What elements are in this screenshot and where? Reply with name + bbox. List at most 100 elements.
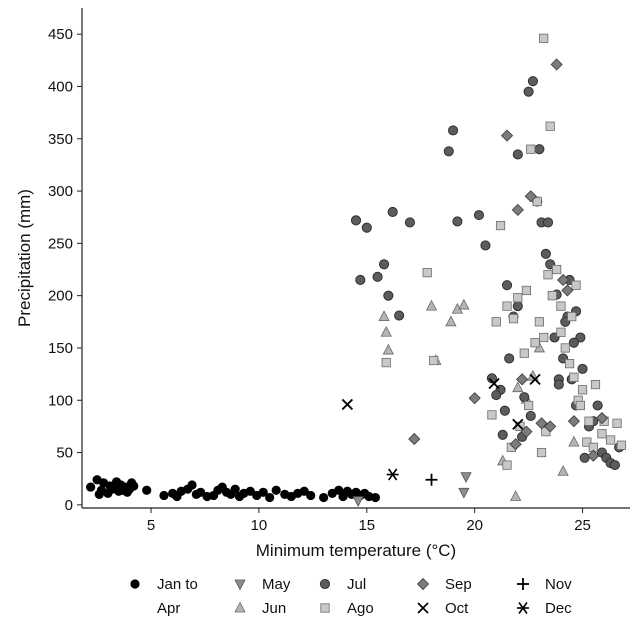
point-jul bbox=[512, 149, 523, 160]
point-ago bbox=[597, 429, 607, 439]
y-tick-label: 250 bbox=[48, 235, 73, 252]
legend-label: Oct bbox=[445, 600, 469, 617]
point-ago bbox=[523, 400, 534, 411]
legend-item: Nov bbox=[517, 576, 572, 593]
point-ago bbox=[519, 348, 529, 358]
point-jul bbox=[361, 222, 372, 233]
point-jan-to-apr bbox=[86, 482, 96, 492]
point-ago bbox=[495, 220, 506, 231]
x-tick-label: 5 bbox=[147, 517, 155, 534]
legend-label: Ago bbox=[347, 600, 374, 617]
legend-marker bbox=[517, 578, 529, 590]
point-jan-to-apr bbox=[306, 490, 316, 501]
y-tick-label: 150 bbox=[48, 340, 73, 357]
point-jul bbox=[473, 210, 485, 221]
series-oct bbox=[341, 373, 541, 430]
point-ago bbox=[605, 435, 616, 445]
legend-marker bbox=[319, 578, 331, 590]
point-ago bbox=[521, 285, 532, 296]
legend-marker bbox=[234, 579, 246, 591]
point-ago bbox=[545, 121, 555, 131]
point-nov bbox=[425, 473, 438, 486]
point-ago bbox=[530, 338, 540, 348]
point-jun bbox=[382, 343, 395, 355]
point-ago bbox=[590, 379, 601, 390]
point-jun bbox=[509, 490, 522, 501]
point-jan-to-apr bbox=[258, 487, 268, 497]
axes: 0 50 100 150 200 250 300 350 400 450 5 10 15 20 25 bbox=[48, 8, 630, 534]
series-nov bbox=[425, 473, 438, 486]
point-jul bbox=[497, 429, 508, 440]
legend-marker bbox=[130, 579, 140, 589]
legend-item: Ago bbox=[320, 600, 374, 617]
point-ago bbox=[536, 447, 547, 458]
point-may bbox=[458, 487, 470, 499]
legend-item: Jul bbox=[319, 576, 366, 593]
point-jul bbox=[355, 274, 366, 286]
series-sep bbox=[408, 58, 609, 462]
point-jul bbox=[512, 301, 523, 312]
point-jul bbox=[499, 405, 510, 416]
point-jul bbox=[448, 125, 459, 136]
point-ago bbox=[582, 437, 592, 447]
point-ago bbox=[491, 317, 501, 327]
x-axis-label: Minimum temperature (°C) bbox=[256, 541, 456, 560]
point-jul bbox=[452, 216, 463, 227]
point-sep bbox=[468, 392, 481, 405]
legend-marker bbox=[320, 603, 330, 613]
point-sep bbox=[595, 411, 609, 425]
point-may bbox=[352, 496, 364, 508]
point-jul bbox=[378, 259, 390, 270]
point-jan-to-apr bbox=[319, 492, 329, 503]
point-dec bbox=[386, 468, 399, 481]
point-sep bbox=[509, 438, 522, 451]
legend: Jan to Apr May Jun Jul Ago Sep Oct Nov Dec bbox=[130, 576, 572, 617]
point-jan-to-apr bbox=[265, 492, 275, 503]
point-jun bbox=[445, 315, 457, 327]
point-ago bbox=[422, 268, 432, 278]
point-sep bbox=[500, 129, 514, 142]
point-ago bbox=[577, 385, 588, 395]
point-jan-to-apr bbox=[230, 484, 240, 494]
point-jul bbox=[383, 290, 394, 301]
point-ago bbox=[487, 410, 497, 420]
point-jan-to-apr bbox=[109, 483, 119, 493]
series-may bbox=[352, 472, 472, 508]
point-oct bbox=[341, 398, 354, 411]
point-sep bbox=[561, 284, 574, 297]
point-jan-to-apr bbox=[142, 485, 152, 495]
point-jul bbox=[527, 76, 538, 87]
point-ago bbox=[552, 264, 562, 275]
point-sep bbox=[535, 417, 548, 430]
point-jul bbox=[579, 452, 590, 463]
legend-label: Jan to bbox=[157, 576, 198, 593]
point-jan-to-apr bbox=[370, 492, 381, 503]
point-oct bbox=[512, 418, 524, 430]
series-jan-to-apr bbox=[86, 475, 381, 503]
point-jul bbox=[486, 373, 497, 384]
point-jul bbox=[480, 240, 491, 251]
point-jun bbox=[425, 299, 438, 311]
point-jan-to-apr bbox=[187, 480, 197, 490]
point-ago bbox=[556, 327, 566, 337]
point-sep bbox=[524, 190, 537, 203]
legend-marker bbox=[416, 577, 430, 591]
legend-label: Jul bbox=[347, 576, 366, 593]
point-sep bbox=[544, 420, 557, 433]
point-jul bbox=[372, 271, 383, 282]
series-ago bbox=[381, 33, 626, 470]
point-ago bbox=[556, 301, 566, 311]
point-sep bbox=[511, 203, 524, 216]
point-ago bbox=[539, 33, 549, 43]
point-jul bbox=[577, 363, 588, 374]
legend-item: Dec bbox=[517, 600, 572, 617]
point-jun bbox=[512, 381, 524, 393]
legend-marker bbox=[234, 601, 246, 613]
x-tick-label: 10 bbox=[251, 517, 268, 534]
point-jul bbox=[609, 460, 620, 471]
legend-label: Dec bbox=[545, 600, 572, 617]
legend-label: Nov bbox=[545, 576, 572, 593]
legend-label: May bbox=[262, 576, 291, 593]
point-jul bbox=[542, 217, 554, 228]
